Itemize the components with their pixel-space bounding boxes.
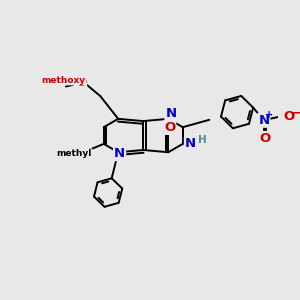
Text: O: O (164, 121, 175, 134)
Text: O: O (75, 76, 86, 89)
Text: H: H (198, 135, 206, 145)
Text: N: N (258, 114, 269, 127)
Text: N: N (114, 147, 125, 160)
Text: methoxy: methoxy (42, 76, 86, 85)
Text: O: O (283, 110, 294, 123)
Text: +: + (265, 110, 273, 120)
Text: methyl: methyl (56, 149, 92, 158)
Text: O: O (260, 132, 271, 145)
Text: N: N (166, 107, 177, 120)
Text: N: N (185, 137, 196, 150)
Text: −: − (290, 106, 300, 119)
